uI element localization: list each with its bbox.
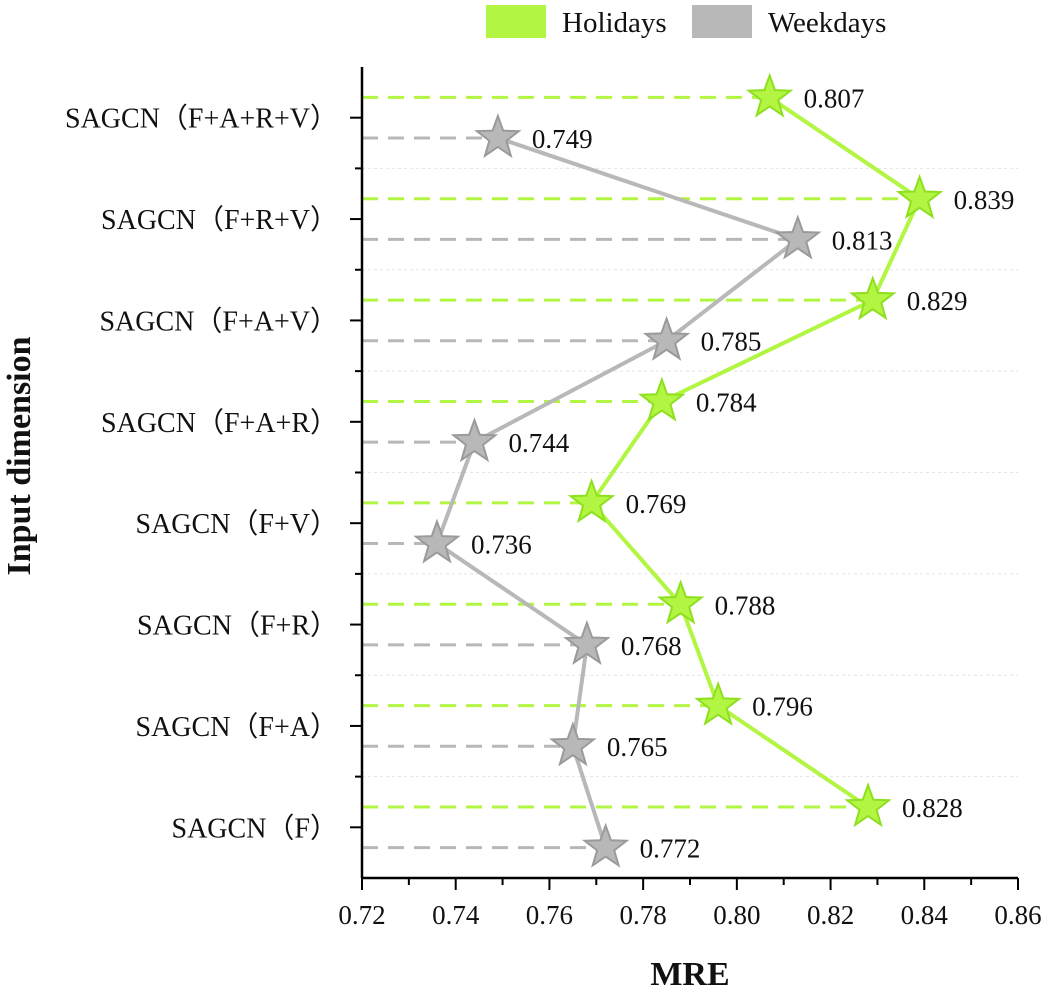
data-label: 0.768 [621, 631, 682, 661]
data-label: 0.784 [696, 388, 757, 418]
data-label: 0.796 [752, 692, 813, 722]
x-tick-label: 0.80 [713, 900, 760, 930]
star-marker-holidays [745, 72, 794, 118]
star-marker-weekdays [642, 315, 691, 361]
x-tick-label: 0.76 [526, 900, 573, 930]
y-category-label: SAGCN（F+V） [136, 508, 339, 540]
legend: Holidays Weekdays [486, 5, 886, 39]
data-label: 0.807 [804, 83, 865, 113]
data-label: 0.765 [607, 732, 668, 762]
axes: 0.72 0.74 0.76 0.78 0.80 0.82 0.84 0.86 SAGCN（F+… [65, 67, 1042, 930]
data-label: 0.769 [626, 489, 687, 519]
star-marker-holidays [567, 477, 616, 524]
grid-lines [362, 167, 1018, 778]
star-marker-weekdays [581, 822, 630, 868]
y-category-label: SAGCN（F+A+R） [101, 407, 338, 439]
x-axis-title: MRE [650, 956, 729, 989]
legend-swatch-weekdays [692, 5, 752, 38]
x-tick-label: 0.86 [994, 900, 1041, 930]
star-marker-holidays [844, 782, 892, 828]
data-label: 0.772 [640, 834, 701, 864]
data-label: 0.785 [701, 327, 762, 357]
data-label: 0.736 [471, 529, 532, 559]
star-marker-weekdays [774, 214, 822, 260]
y-category-label: SAGCN（F） [172, 812, 338, 844]
legend-swatch-holidays [486, 5, 546, 38]
data-labels: 0.749 0.813 0.785 0.744 0.736 0.768 0.765 0.772… [471, 83, 1014, 863]
star-marker-holidays [638, 376, 686, 422]
star-marker-holidays [895, 173, 944, 219]
x-tick-label: 0.78 [620, 900, 667, 930]
x-tick-label: 0.82 [807, 900, 854, 930]
star-marker-weekdays [413, 518, 461, 564]
data-label: 0.829 [907, 286, 968, 316]
star-marker-weekdays [563, 619, 611, 666]
data-label: 0.788 [715, 590, 776, 620]
y-category-label: SAGCN（F+A+R+V） [65, 103, 338, 135]
data-label: 0.813 [832, 225, 893, 255]
series-layer [413, 72, 944, 868]
x-tick-label: 0.74 [432, 900, 480, 930]
y-axis-title: Input dimension [1, 336, 38, 575]
data-label: 0.828 [902, 793, 963, 823]
star-marker-weekdays [549, 721, 597, 767]
data-label: 0.744 [508, 428, 569, 458]
y-category-label: SAGCN（F+A） [136, 711, 339, 743]
series-line-holidays [589, 95, 923, 809]
star-marker-weekdays [450, 417, 499, 463]
x-tick-label: 0.72 [338, 900, 385, 930]
data-label: 0.749 [532, 124, 593, 154]
star-marker-holidays [849, 275, 897, 321]
legend-label-weekdays: Weekdays [768, 7, 886, 39]
legend-label-holidays: Holidays [562, 7, 667, 39]
y-category-label: SAGCN（F+A+V） [99, 305, 338, 337]
y-category-label: SAGCN（F+R+V） [101, 204, 338, 236]
y-category-label: SAGCN（F+R） [137, 610, 338, 642]
star-marker-holidays [694, 680, 742, 726]
data-label: 0.839 [954, 185, 1015, 215]
star-marker-weekdays [474, 113, 522, 159]
star-marker-holidays [656, 579, 705, 625]
x-tick-label: 0.84 [901, 900, 949, 930]
